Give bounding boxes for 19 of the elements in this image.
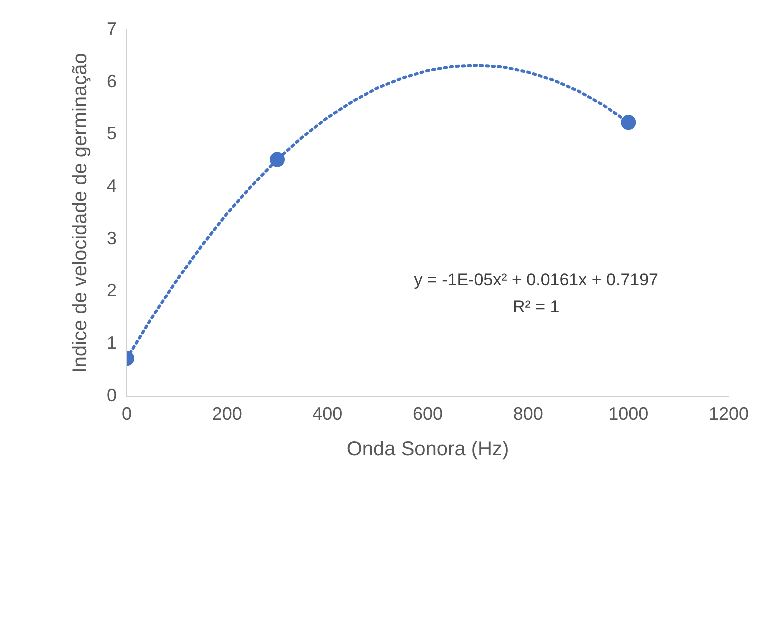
y-tick-label: 6	[106, 71, 118, 92]
x-tick-label: 800	[513, 404, 544, 424]
y-tick-label: 1	[106, 333, 118, 354]
y-axis-title: Indice de velocidade de germinação	[70, 53, 92, 374]
y-tick-label: 0	[106, 385, 118, 406]
annotation: y = -1E-05x² + 0.0161x + 0.7197	[414, 270, 659, 290]
y-tick-label: 2	[106, 280, 118, 301]
x-tick-label: 1000	[608, 404, 649, 424]
x-tick-label: 1200	[708, 404, 750, 424]
x-tick-label: 400	[312, 404, 343, 424]
y-tick-label: 3	[106, 228, 118, 248]
x-tick-label: 0	[122, 404, 132, 424]
annotation: R² = 1	[512, 298, 560, 317]
y-tick-label: 5	[106, 124, 118, 144]
y-tick-label: 7	[106, 18, 118, 39]
y-tick-label: 4	[106, 176, 118, 196]
x-axis-title: Onda Sonora (Hz)	[346, 438, 510, 461]
x-tick-label: 200	[212, 404, 242, 424]
x-tick-label: 600	[412, 404, 444, 424]
